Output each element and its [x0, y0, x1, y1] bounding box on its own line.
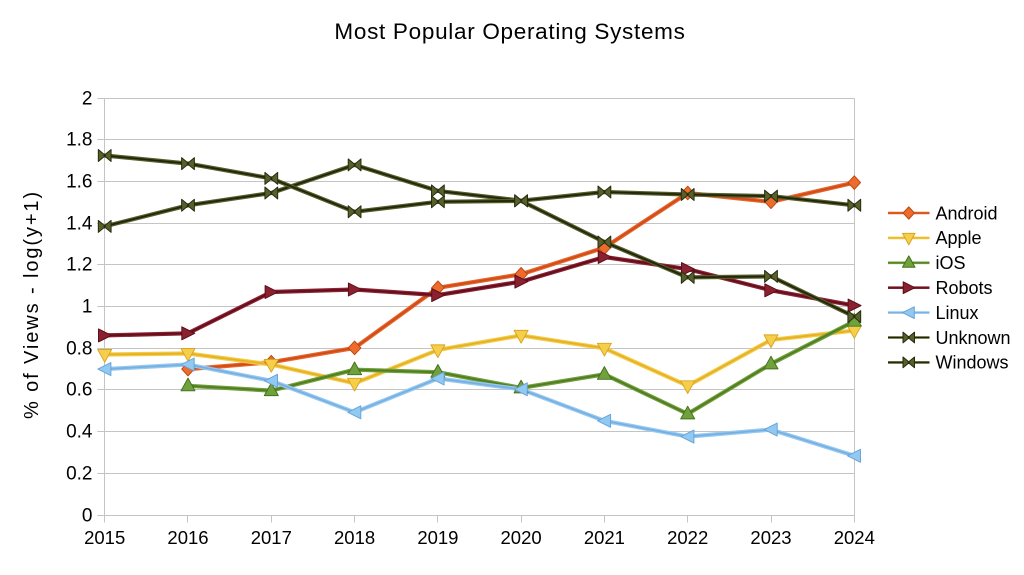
svg-text:1.4: 1.4 — [66, 214, 93, 235]
svg-text:Android: Android — [936, 203, 998, 223]
svg-text:Linux: Linux — [936, 303, 979, 323]
svg-text:2022: 2022 — [667, 527, 708, 548]
svg-text:2021: 2021 — [584, 527, 625, 548]
svg-text:2023: 2023 — [750, 527, 791, 548]
svg-text:0.4: 0.4 — [66, 422, 93, 443]
svg-text:2015: 2015 — [84, 527, 125, 548]
svg-text:Robots: Robots — [936, 278, 993, 298]
svg-text:iOS: iOS — [936, 253, 966, 273]
svg-text:2024: 2024 — [834, 527, 875, 548]
svg-text:2017: 2017 — [251, 527, 292, 548]
svg-text:Apple: Apple — [936, 228, 982, 248]
svg-text:2018: 2018 — [334, 527, 375, 548]
svg-text:1.6: 1.6 — [66, 172, 92, 193]
svg-text:2019: 2019 — [417, 527, 458, 548]
svg-text:2020: 2020 — [501, 527, 542, 548]
svg-text:0.8: 0.8 — [66, 339, 92, 360]
svg-text:1.2: 1.2 — [66, 255, 92, 276]
svg-text:0: 0 — [82, 506, 93, 527]
svg-text:1.8: 1.8 — [66, 130, 92, 151]
svg-text:1: 1 — [82, 297, 93, 318]
svg-text:0.2: 0.2 — [66, 464, 92, 485]
svg-text:2016: 2016 — [167, 527, 208, 548]
svg-text:Windows: Windows — [936, 353, 1009, 373]
svg-text:Unknown: Unknown — [936, 328, 1011, 348]
svg-text:0.6: 0.6 — [66, 380, 92, 401]
svg-text:2: 2 — [82, 89, 93, 110]
svg-text:Most Popular Operating Systems: Most Popular Operating Systems — [334, 19, 685, 44]
svg-text:% of Views - log(y+1): % of Views - log(y+1) — [21, 190, 43, 419]
